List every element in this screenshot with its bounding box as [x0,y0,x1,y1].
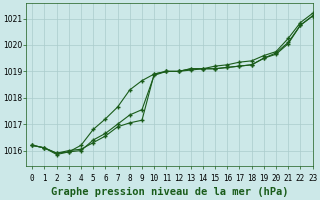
X-axis label: Graphe pression niveau de la mer (hPa): Graphe pression niveau de la mer (hPa) [51,187,288,197]
